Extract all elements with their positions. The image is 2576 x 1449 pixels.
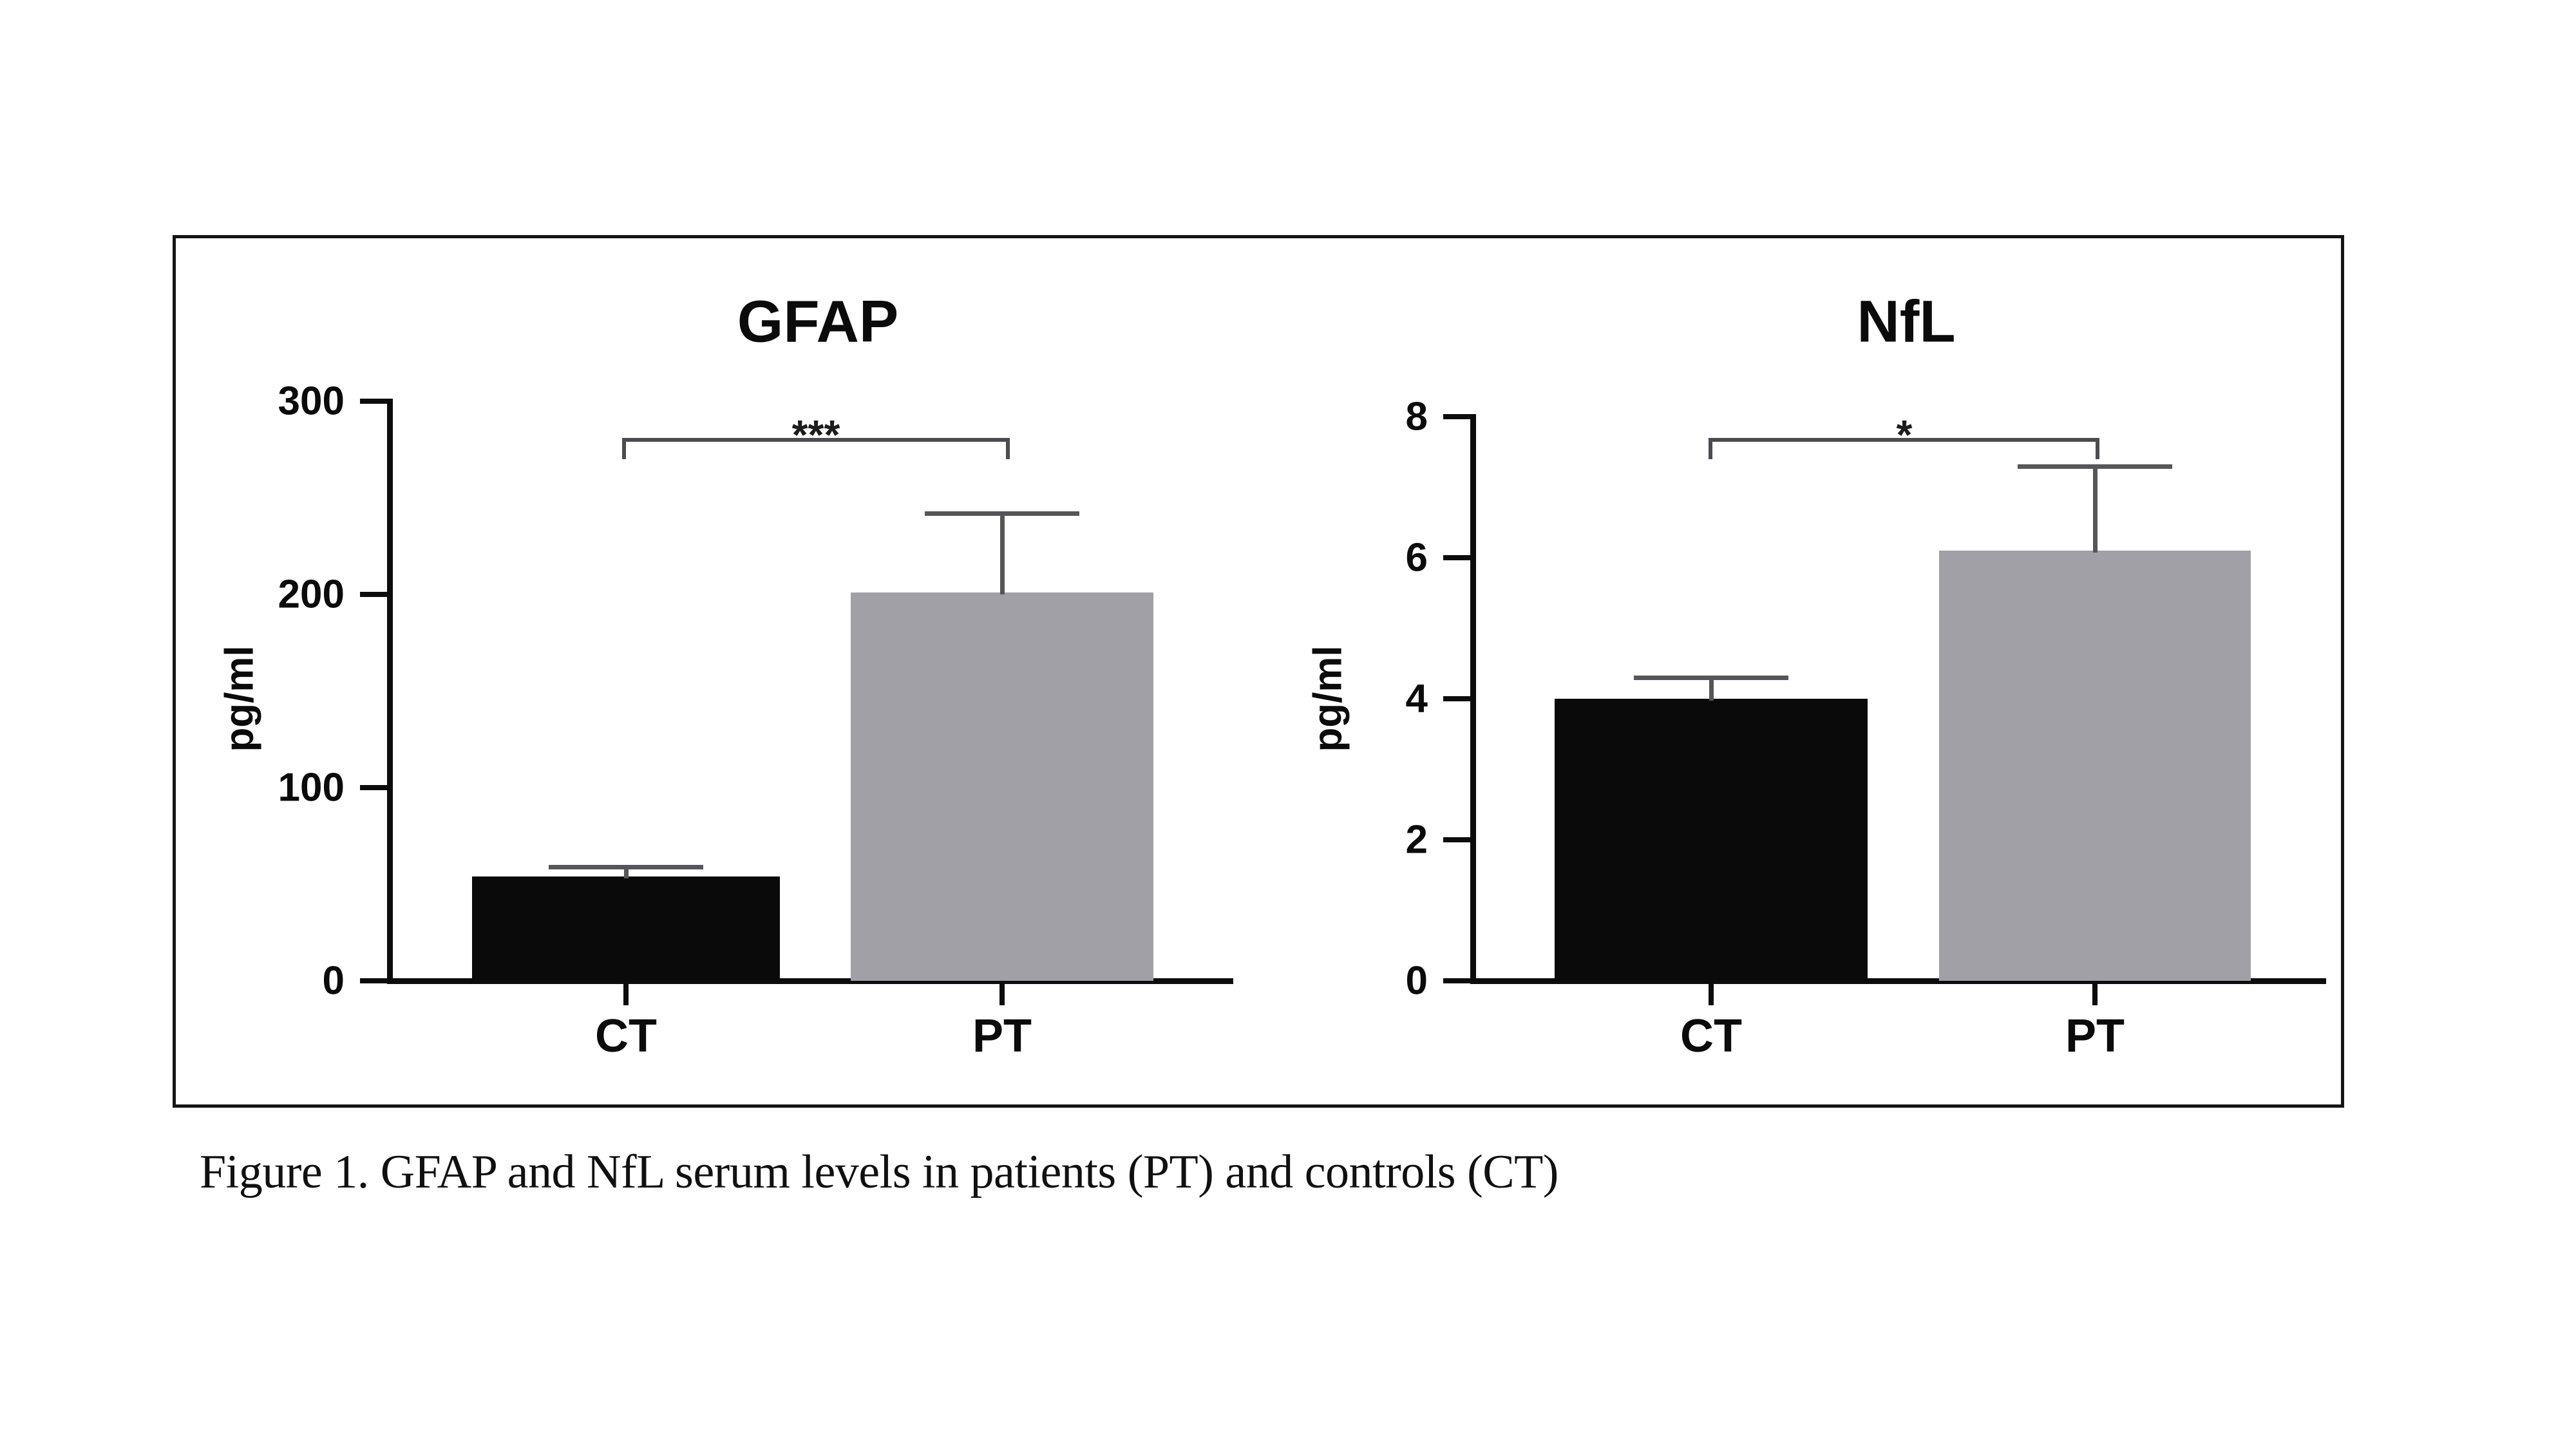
y-tick [1443,696,1470,701]
y-tick-label: 0 [322,958,345,1003]
y-tick-label: 200 [278,572,345,617]
x-tick [2092,984,2098,1005]
significance-bracket-end [1006,438,1010,459]
y-tick [360,592,387,597]
error-bar [1709,677,1714,701]
chart-title: NfL [1857,289,1956,355]
y-axis-line [1470,414,1476,984]
x-axis-category-label: CT [1680,1010,1742,1062]
x-tick [999,984,1005,1005]
y-tick-label: 2 [1405,817,1428,862]
significance-bracket-end [2096,438,2099,459]
x-axis-line [1470,978,2326,984]
y-tick-label: 0 [1405,958,1428,1003]
y-tick-label: 8 [1405,394,1428,439]
figure-caption: Figure 1. GFAP and NfL serum levels in p… [200,1146,1558,1198]
x-axis-line [387,978,1233,984]
y-tick [360,978,387,983]
y-axis-line [387,399,393,984]
y-tick [1443,555,1470,560]
y-tick-label: 4 [1405,676,1428,721]
y-tick [1443,414,1470,419]
error-bar-cap [549,865,703,869]
significance-bracket [622,438,1010,442]
significance-bracket-end [622,438,626,459]
y-tick [1443,837,1470,842]
bar-pt [1939,551,2251,981]
error-bar [2093,466,2098,553]
error-bar-cap [925,511,1079,516]
y-tick [360,785,387,790]
significance-label: * [1896,412,1913,458]
significance-label: *** [791,412,840,458]
y-axis-label: pg/ml [217,645,262,752]
y-tick [1443,978,1470,983]
y-tick [360,399,387,404]
x-axis-category-label: PT [972,1010,1032,1062]
error-bar [1000,513,1005,594]
bar-ct [1555,699,1868,981]
significance-bracket [1709,438,2099,442]
x-axis-category-label: CT [595,1010,657,1062]
bar-ct [472,876,780,981]
error-bar-cap [1634,676,1788,681]
bar-pt [851,592,1153,981]
error-bar-cap [2018,464,2172,469]
y-tick-label: 100 [278,765,345,810]
chart-title: GFAP [737,289,899,355]
y-tick-label: 6 [1405,535,1428,580]
error-bar [624,867,629,878]
y-tick-label: 300 [278,379,345,424]
x-axis-category-label: PT [2065,1010,2125,1062]
x-tick [623,984,629,1005]
significance-bracket-end [1709,438,1712,459]
x-tick [1709,984,1714,1005]
